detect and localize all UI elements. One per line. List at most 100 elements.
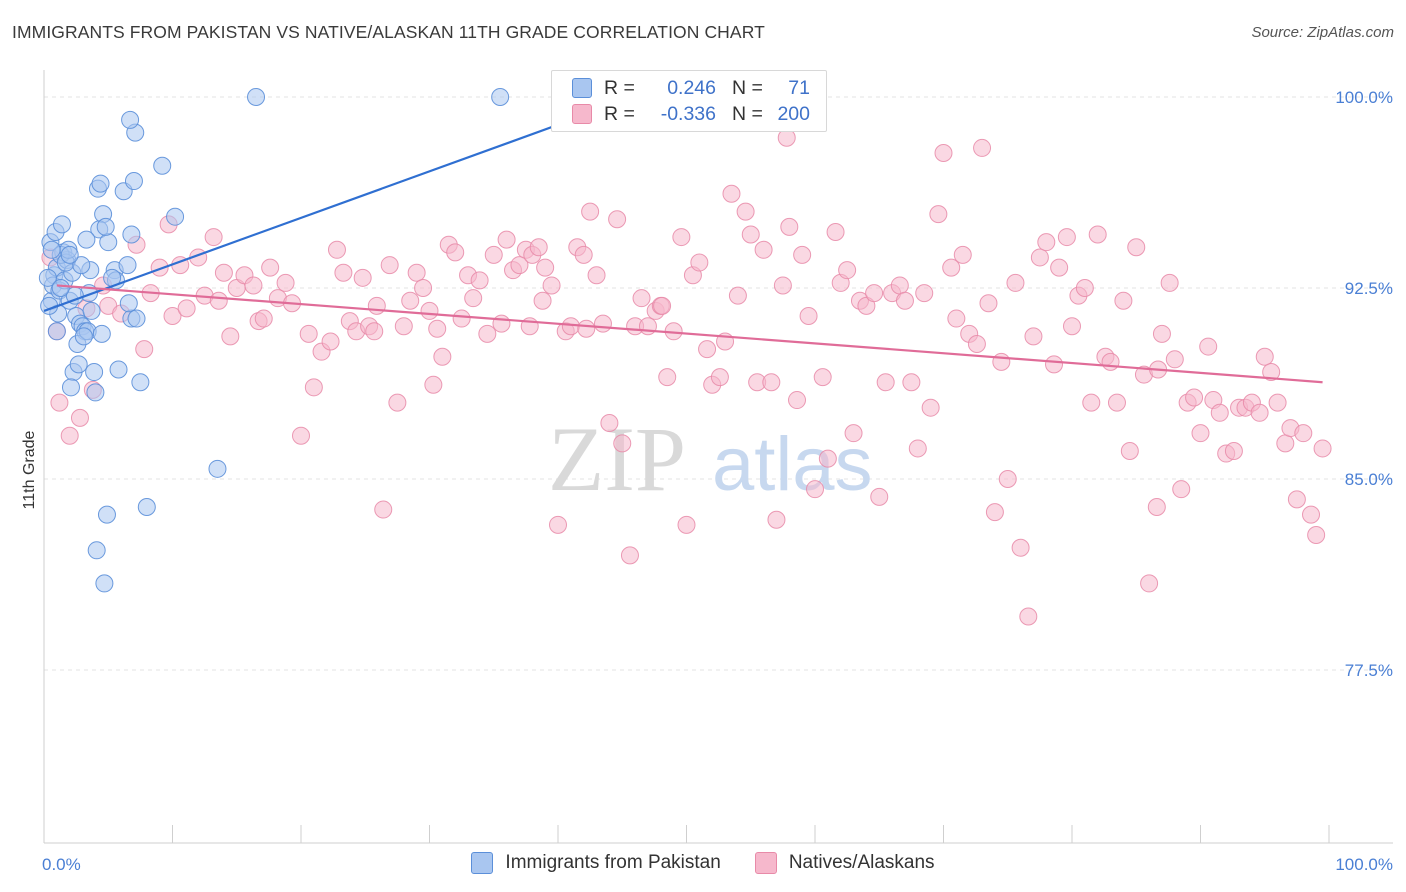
pink-swatch-icon	[572, 104, 592, 124]
natives-point	[632, 289, 651, 308]
pakistan-point	[121, 110, 140, 129]
natives-point	[209, 291, 228, 310]
legend-item-natives[interactable]: Natives/Alaskans	[754, 852, 935, 874]
natives-point	[407, 263, 426, 282]
natives-point	[826, 222, 845, 241]
natives-point	[1160, 273, 1179, 292]
pakistan-point	[99, 233, 118, 252]
natives-point	[577, 319, 596, 338]
natives-point	[929, 205, 948, 224]
natives-point	[1024, 327, 1043, 346]
pakistan-point	[95, 574, 114, 593]
natives-point	[1088, 225, 1107, 244]
natives-point	[653, 296, 672, 315]
natives-point	[722, 184, 741, 203]
natives-point	[1057, 228, 1076, 247]
pakistan-point	[85, 363, 104, 382]
natives-point	[1147, 498, 1166, 517]
natives-point	[261, 258, 280, 277]
pakistan-point	[72, 256, 91, 275]
natives-point	[876, 373, 895, 392]
natives-point	[608, 210, 627, 229]
pakistan-point	[82, 301, 101, 320]
natives-point	[600, 413, 619, 432]
natives-point	[593, 314, 612, 333]
natives-point	[895, 291, 914, 310]
natives-point	[424, 375, 443, 394]
pakistan-point	[61, 378, 80, 397]
natives-point	[321, 332, 340, 351]
natives-point	[736, 202, 755, 221]
natives-point	[177, 299, 196, 318]
legend-item-pakistan[interactable]: Immigrants from Pakistan	[471, 852, 721, 874]
natives-point	[367, 296, 386, 315]
r-label: R =	[604, 76, 635, 99]
natives-point	[865, 284, 884, 303]
natives-point	[327, 240, 346, 259]
natives-point	[1255, 347, 1274, 366]
natives-point	[428, 319, 447, 338]
natives-point	[620, 546, 639, 565]
pakistan-point	[109, 360, 128, 379]
pakistan-point	[118, 256, 137, 275]
pakistan-point	[42, 240, 61, 259]
pakistan-point	[86, 383, 105, 402]
pakistan-points	[38, 88, 510, 593]
natives-point	[992, 352, 1011, 371]
natives-point	[1191, 424, 1210, 443]
pakistan-point	[60, 245, 79, 264]
natives-point	[613, 434, 632, 453]
natives-point	[1127, 238, 1146, 257]
natives-point	[1045, 355, 1064, 374]
pakistan-point	[491, 88, 510, 106]
pakistan-point	[119, 294, 138, 313]
natives-point	[806, 480, 824, 499]
natives-point	[1107, 393, 1126, 412]
natives-point	[304, 378, 323, 397]
legend-label: Immigrants from Pakistan	[505, 852, 721, 873]
natives-point	[813, 368, 832, 387]
natives-point	[135, 340, 154, 359]
pakistan-point	[96, 217, 115, 236]
natives-point	[433, 347, 452, 366]
n-value: 71	[788, 76, 810, 99]
natives-point	[773, 276, 792, 295]
natives-point	[973, 138, 992, 157]
natives-point	[1199, 337, 1218, 356]
natives-point	[844, 424, 863, 443]
pakistan-point	[47, 322, 66, 341]
n-value: 200	[777, 102, 810, 125]
natives-point	[414, 279, 433, 297]
natives-point	[838, 261, 857, 280]
natives-point	[780, 217, 799, 236]
natives-point	[1050, 258, 1069, 277]
natives-point	[1006, 273, 1025, 292]
natives-point	[767, 510, 786, 529]
natives-point	[710, 368, 729, 387]
natives-point	[497, 230, 516, 249]
natives-point	[380, 256, 399, 275]
natives-point	[510, 256, 529, 275]
natives-point	[549, 515, 567, 534]
natives-point	[762, 373, 781, 392]
natives-point	[221, 327, 240, 346]
natives-point	[353, 268, 372, 287]
pakistan-point	[69, 355, 88, 374]
source-label: Source: ZipAtlas.com	[1251, 24, 1394, 41]
pakistan-trend-line	[43, 121, 565, 312]
natives-point	[587, 266, 606, 285]
natives-point	[478, 324, 497, 343]
natives-point	[374, 500, 393, 519]
pakistan-point	[208, 459, 227, 478]
natives-point	[998, 470, 1017, 488]
natives-point	[1152, 324, 1171, 343]
natives-point	[728, 286, 747, 305]
natives-point	[947, 309, 966, 328]
natives-point	[1287, 490, 1306, 509]
natives-point	[163, 307, 182, 326]
pink-swatch-icon	[754, 852, 777, 874]
y-tick-label: 100.0%	[1335, 88, 1393, 107]
natives-point	[299, 324, 318, 343]
natives-point	[464, 289, 483, 308]
pakistan-point	[122, 225, 141, 244]
